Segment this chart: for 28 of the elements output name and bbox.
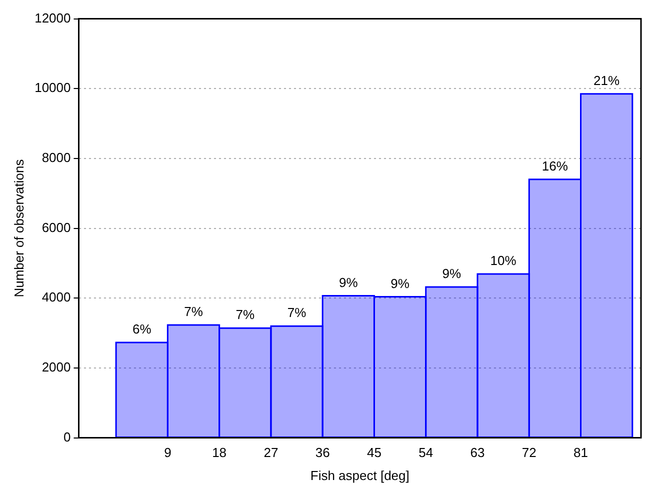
y-tick-label: 8000 [42,150,71,166]
y-tick-label: 4000 [42,290,71,305]
y-tick-label: 10000 [34,80,71,96]
annotation: 10% [490,253,517,268]
x-tick-label: 63 [470,445,485,460]
annotation: 21% [594,72,620,88]
x-tick-label: 54 [418,445,434,460]
x-tick-label: 45 [366,445,382,460]
x-tick-label: 36 [315,445,330,460]
x-tick-label: 72 [522,445,536,460]
x-tick-label: 9 [164,445,172,460]
x-tick-label: 18 [212,445,227,460]
annotation: 6% [132,322,152,337]
y-tick-label: 2000 [42,360,71,375]
annotation: 16% [542,158,568,174]
x-axis-title: Fish aspect [deg] [310,468,410,483]
y-tick-label: 6000 [42,220,71,235]
y-tick-label: 0 [64,429,71,444]
annotation: 7% [184,304,204,320]
y-axis-title: Number of observations [11,158,26,298]
annotation: 9% [442,266,462,282]
annotation: 9% [339,274,358,290]
x-tick-label: 27 [264,445,278,460]
annotation: 7% [287,305,307,320]
annotation: 9% [390,276,410,291]
annotation: 7% [236,307,255,322]
y-tick-label: 12000 [34,10,71,26]
x-tick-label: 81 [574,445,588,460]
